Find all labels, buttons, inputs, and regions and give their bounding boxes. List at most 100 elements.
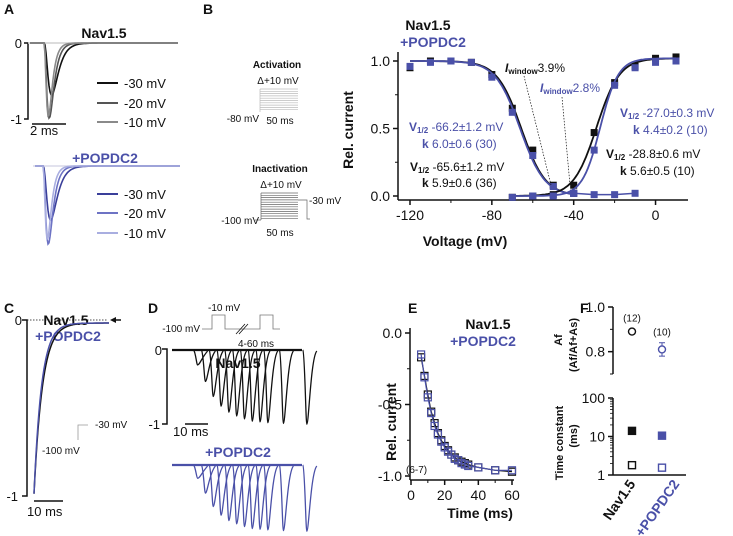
panel-e-chart: Nav1.5 +POPDC2 0.0-0.5-1.00 20 40 60 (6-7) … <box>378 316 520 521</box>
trace-pulse <box>247 464 263 530</box>
data-point <box>491 466 500 475</box>
panel-a-y-bottom: -1 <box>10 112 22 127</box>
panel-f-top-ylabel-2: (Af/Af+As) <box>568 318 580 372</box>
iwindow-black-label: Iwindow3.9% <box>505 61 565 76</box>
panel-d-protocol-diagram <box>202 314 280 335</box>
v-sym: V <box>409 120 417 134</box>
trace-pulse <box>302 464 318 532</box>
panel-b-chart: Nav1.5 +POPDC2 0.0 0.5 1.0 -120 -80 -40 0 Volt… <box>340 17 714 249</box>
trace-pulse <box>302 349 318 425</box>
k-text: 5.6±0.5 (10) <box>627 164 695 178</box>
data-point <box>611 81 619 89</box>
x-tick-label: 0 <box>652 207 660 223</box>
data-point <box>426 58 434 66</box>
data-point <box>590 146 598 154</box>
panel-letter-c: C <box>4 300 14 316</box>
data-point <box>627 327 637 336</box>
data-point <box>657 463 667 472</box>
data-point <box>657 431 667 440</box>
data-point <box>672 57 680 65</box>
trace-pulse <box>193 464 209 480</box>
panel-e-ylabel: Rel. current <box>383 383 399 461</box>
data-point <box>529 152 537 159</box>
v-sym: V <box>606 147 614 161</box>
x-tick-label: -80 <box>482 207 502 223</box>
data-point <box>631 64 639 72</box>
panel-b-ylabel: Rel. current <box>340 91 356 169</box>
iwindow-blue-sub: window <box>542 87 573 96</box>
panel-a-legend-bottom: -30 mV -20 mV -10 mV <box>97 187 166 241</box>
y-tick-label: 0.5 <box>371 121 391 137</box>
data-point <box>508 193 516 201</box>
v-sub: 1/2 <box>614 153 626 162</box>
v-sub: 1/2 <box>628 112 640 121</box>
panel-d-protocol-test: -10 mV <box>208 303 241 314</box>
panel-b-xlabel: Voltage (mV) <box>423 233 508 249</box>
legend-label-10mv-blue: -10 mV <box>124 226 166 241</box>
inactivation-protocol-title: Inactivation <box>252 164 308 175</box>
y-tick-label: 0.0 <box>383 325 403 341</box>
trace-nav15 <box>33 322 109 494</box>
y-tick-label: -0.5 <box>378 397 402 413</box>
legend-label-30mv-blue: -30 mV <box>124 187 166 202</box>
panel-d-protocol-hold: -100 mV <box>162 324 200 335</box>
annotation-blue-act-v: V1/2 -27.0±0.3 mV <box>620 106 714 121</box>
panel-c-y-bottom: -1 <box>6 489 18 504</box>
y-tick-label: 0.0 <box>371 188 391 204</box>
panel-a-legend-top: -30 mV -20 mV -10 mV <box>97 76 166 130</box>
panel-d-y-bottom: -1 <box>148 417 160 432</box>
panel-d: -10 mV -100 mV 4-60 ms Nav1.5 0 -1 10 ms… <box>148 303 318 532</box>
panel-d-protocol-interval: 4-60 ms <box>238 339 274 350</box>
data-point <box>570 189 578 197</box>
y-tick-label: 1.0 <box>371 53 391 69</box>
k-text: 5.9±0.6 (36) <box>429 176 497 190</box>
legend-label-10mv: -10 mV <box>124 115 166 130</box>
activation-protocol-diagram <box>259 88 298 112</box>
v-sym: V <box>410 160 418 174</box>
activation-hold-label: -80 mV <box>227 114 260 125</box>
panel-f-bottom-ylabel-1: Time constant <box>554 405 566 480</box>
data-point <box>427 408 436 418</box>
panel-b-plot <box>406 53 680 201</box>
panel-f-bottom-ylabel-2: (ms) <box>568 424 580 448</box>
data-point <box>627 426 637 436</box>
panel-e-axes: 0.0 -0.5 -1.0 0 20 40 60 <box>378 325 520 503</box>
x-tick-label: 40 <box>471 487 487 503</box>
panel-c-scale-label: 10 ms <box>27 504 63 519</box>
panel-b-axes: 0.0 0.5 1.0 -120 -80 -40 0 <box>371 52 688 223</box>
trace-minus10 <box>30 42 178 118</box>
data-point <box>508 108 516 116</box>
top-y-tick-label: 0.8 <box>586 344 606 360</box>
data-point <box>430 421 439 431</box>
trace-pulse <box>200 349 216 383</box>
trace-pulse <box>216 464 232 516</box>
data-point <box>590 191 598 199</box>
bottom-y-tick-label: 100 <box>582 390 606 406</box>
panel-a-y-top: 0 <box>15 36 22 51</box>
data-point <box>417 350 426 359</box>
activation-duration-label: 50 ms <box>266 116 293 127</box>
n-label: (12) <box>623 314 641 325</box>
annotation-black-act-k: k 5.6±0.5 (10) <box>620 164 695 178</box>
v-text: -28.8±0.6 mV <box>625 147 700 161</box>
annotation-blue-inact-k: k 6.0±0.6 (30) <box>422 137 497 151</box>
trace-pulse <box>208 464 224 508</box>
annotation-blue-act-k: k 4.4±0.2 (10) <box>633 123 708 137</box>
panel-c-traces <box>33 322 109 494</box>
panel-d-traces-nav15 <box>172 348 318 425</box>
trace-pulse <box>224 464 240 522</box>
x-tick-label: -40 <box>564 207 584 223</box>
k-sym: k <box>422 137 429 151</box>
data-point <box>406 62 414 70</box>
protocol-line <box>202 314 280 330</box>
data-point <box>549 192 557 200</box>
panel-a-scale-label: 2 ms <box>30 123 59 138</box>
data-point <box>447 57 455 65</box>
k-sym: k <box>422 176 429 190</box>
panel-letter-b: B <box>203 1 213 17</box>
panel-a-traces-popdc2 <box>33 165 180 246</box>
trace-pulse <box>239 464 255 528</box>
v-sub: 1/2 <box>417 126 429 135</box>
panel-c-protocol-hold: -100 mV <box>42 446 80 457</box>
